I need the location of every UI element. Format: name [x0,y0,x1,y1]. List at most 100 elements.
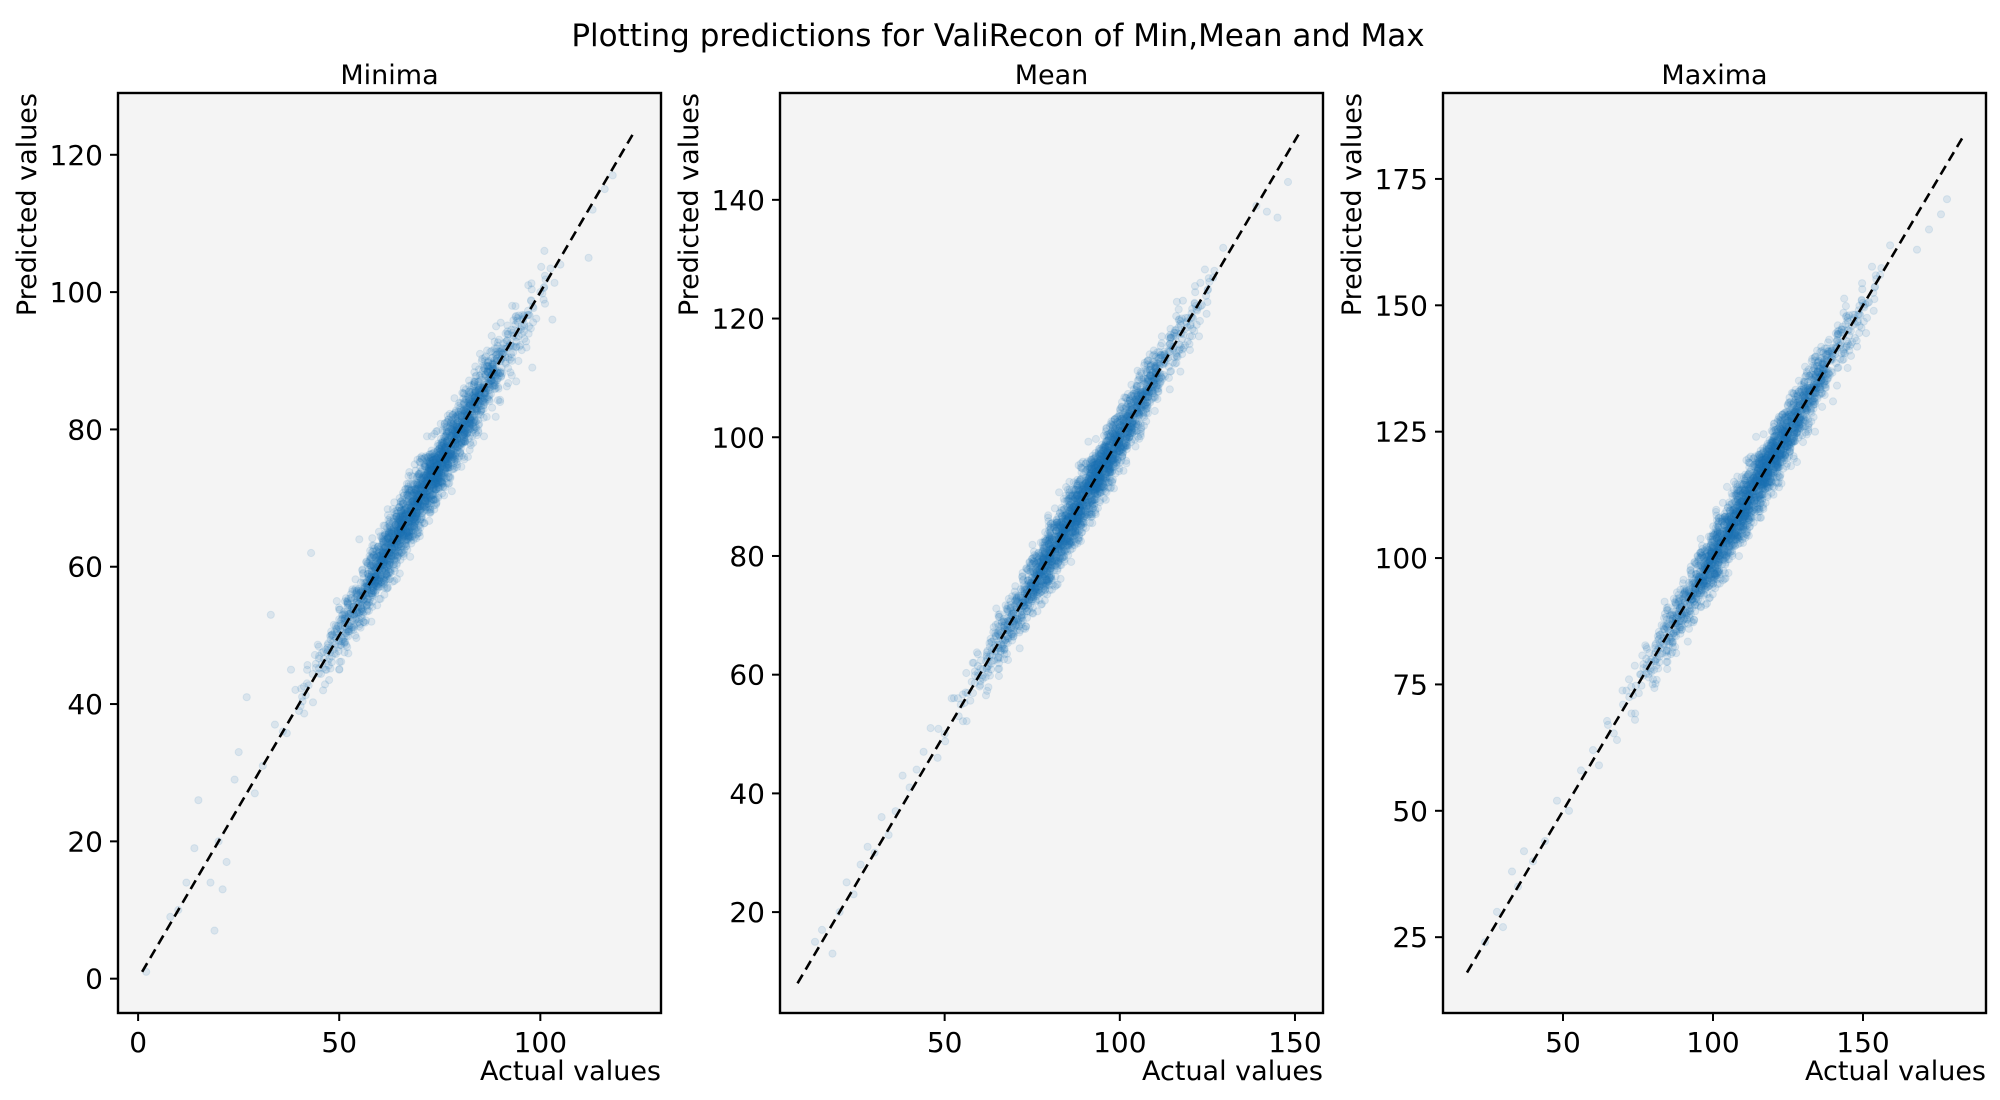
scatter-point [470,368,479,377]
scatter-point [353,596,362,605]
scatter-point [398,512,407,521]
scatter-point [389,552,398,561]
scatter-point [450,394,459,403]
scatter-point [406,527,415,536]
scatter-point [381,543,390,552]
scatter-point [356,623,365,632]
scatter-point [448,427,457,437]
scatter-point [431,452,440,461]
scatter-point [431,455,440,464]
scatter-point [432,475,441,484]
scatter-point [399,531,408,540]
scatter-point [442,437,451,446]
scatter-point [421,471,431,480]
scatter-point [1157,339,1166,348]
scatter-point [386,568,395,577]
scatter-point [390,524,399,533]
scatter-point [206,878,215,887]
scatter-point [411,485,420,494]
scatter-point [436,447,445,456]
scatter-point [383,533,392,543]
scatter-point [382,563,392,572]
scatter-point [362,602,371,611]
y-tick-label: 80 [67,413,103,446]
scatter-point [412,478,421,487]
scatter-point [427,457,436,466]
scatter-point [403,484,412,493]
scatter-point [433,426,442,436]
scatter-point [413,514,422,523]
scatter-point [472,431,481,440]
scatter-point [409,488,418,497]
scatter-point [376,574,385,583]
y-tick-label: 40 [67,688,103,721]
scatter-point [458,431,467,440]
scatter-point [402,542,411,551]
scatter-point [445,409,454,418]
scatter-point [431,454,440,463]
scatter-point [383,538,392,548]
scatter-point [348,587,357,596]
scatter-point [395,540,404,549]
scatter-point [390,564,399,573]
scatter-point [442,464,451,473]
scatter-point [385,567,394,577]
scatter-point [418,475,427,484]
scatter-point [487,362,496,371]
scatter-point [482,367,491,376]
scatter-point [421,503,430,512]
scatter-point [432,458,441,467]
scatter-point [326,635,335,644]
scatter-point [448,447,457,456]
scatter-point [307,548,316,558]
scatter-point [366,553,375,562]
scatter-point [539,295,548,304]
scatter-point [476,410,485,419]
scatter-point [486,362,495,371]
scatter-point [319,647,328,656]
scatter-point [388,544,397,553]
scatter-point [467,416,476,425]
scatter-point [377,578,386,587]
scatter-point [422,490,431,499]
scatter-point [441,459,450,468]
scatter-point [353,590,362,599]
scatter-point [398,512,407,521]
scatter-point [398,510,407,519]
scatter-point [336,619,345,628]
scatter-point [347,594,356,603]
scatter-point [474,365,484,374]
scatter-point [390,555,399,565]
scatter-point [457,451,466,460]
scatter-point [398,530,408,539]
scatter-point [410,514,419,523]
scatter-point [299,682,309,691]
scatter-point [469,438,478,447]
scatter-point [426,505,435,514]
scatter-point [451,449,461,458]
scatter-point [441,459,450,468]
scatter-point [452,412,461,421]
scatter-point [422,493,431,503]
scatter-point [496,368,505,378]
scatter-point [338,637,348,646]
y-tick-label: 120 [50,139,103,172]
scatter-point [350,586,359,595]
scatter-point [442,474,451,483]
scatter-point [438,461,447,471]
scatter-point [484,395,494,404]
scatter-point [395,503,404,512]
scatter-point [397,507,406,516]
scatter-point [548,315,557,324]
scatter-point [1028,540,1037,549]
scatter-point [464,393,473,402]
scatter-point [496,397,505,407]
scatter-point [399,530,408,539]
scatter-point [358,601,367,610]
scatter-point [432,498,441,507]
scatter-point [429,484,438,493]
scatter-point [351,589,360,598]
scatter-point [399,548,408,558]
scatter-point [374,577,383,586]
scatter-point [374,555,383,565]
